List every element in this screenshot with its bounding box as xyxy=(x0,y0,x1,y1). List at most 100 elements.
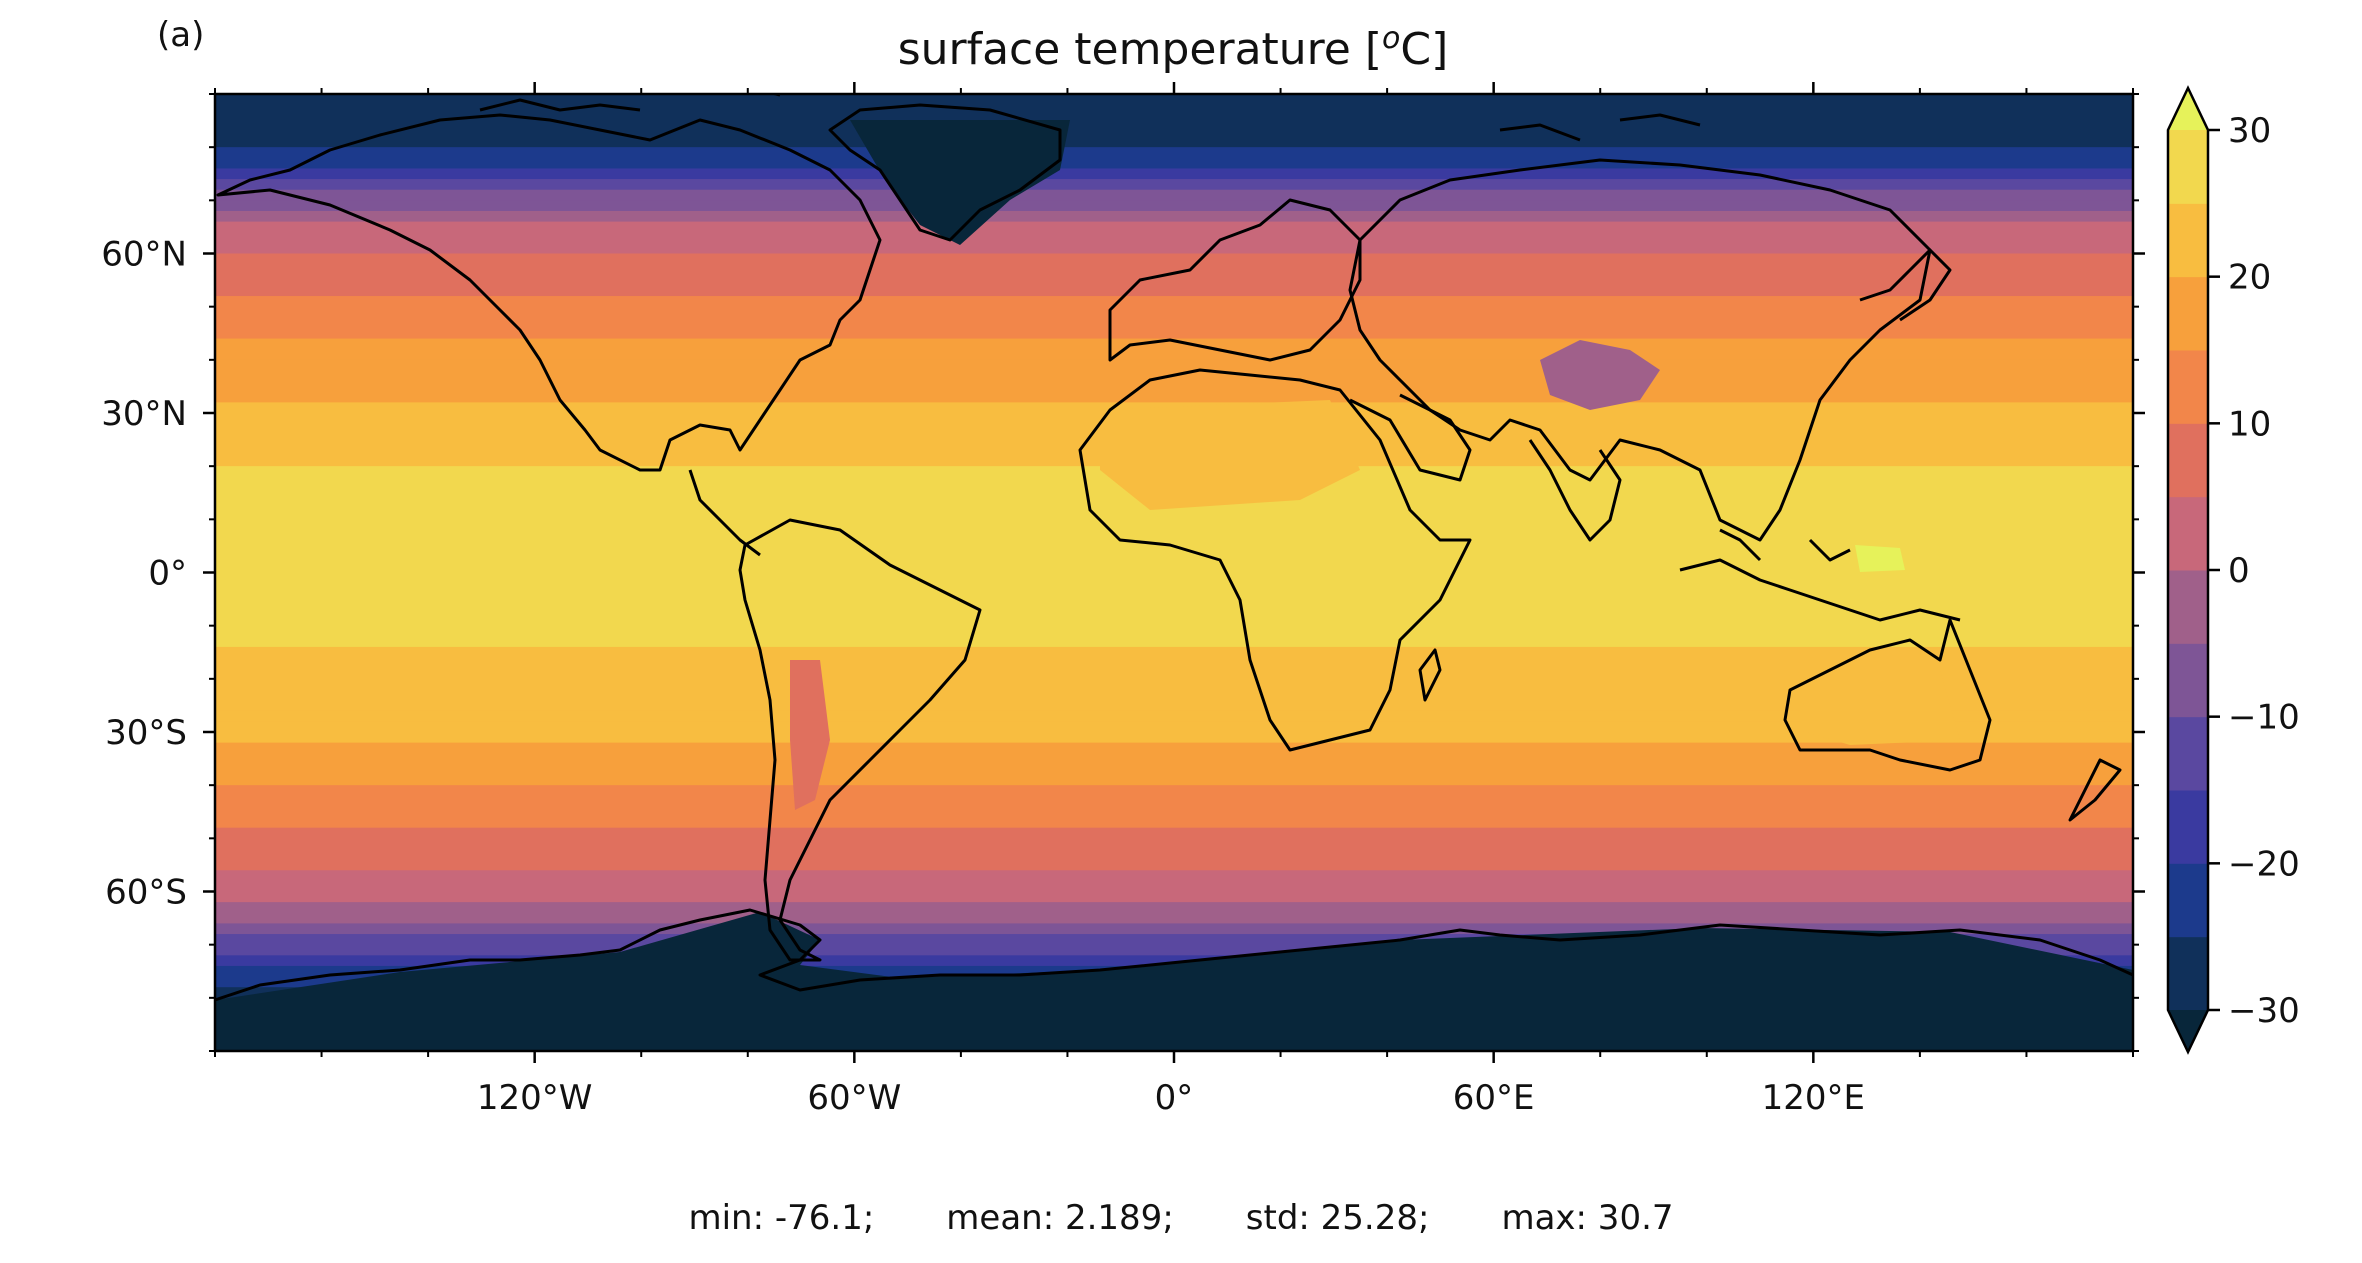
coast-north-america xyxy=(216,113,882,472)
x-tick-label: 60°W xyxy=(807,1078,901,1118)
temperature-band xyxy=(215,561,2133,574)
colorbar-tick-label: −30 xyxy=(2228,991,2300,1031)
stat-min: min: -76.1; xyxy=(688,1198,875,1238)
temperature-band xyxy=(215,147,2133,159)
temperature-band xyxy=(215,317,2133,329)
y-tick-label: 30°N xyxy=(101,394,187,434)
temperature-band xyxy=(215,508,2133,520)
temperature-band xyxy=(215,615,2133,627)
colorbar-extend-min xyxy=(2168,1010,2208,1052)
colorbar-segment xyxy=(2168,570,2208,644)
coast-europe xyxy=(1108,198,1362,362)
temperature-band xyxy=(215,944,2133,956)
temperature-band xyxy=(215,338,2133,350)
colorbar-segment xyxy=(2168,936,2208,1011)
map-title: surface temperature [oC] xyxy=(898,21,1449,75)
coast-africa xyxy=(1078,368,1472,752)
temperature-band xyxy=(215,817,2133,829)
temperature-band xyxy=(215,753,2133,765)
y-tick-label: 60°S xyxy=(105,873,187,913)
panel-label: (a) xyxy=(157,15,204,55)
x-tick-label: 60°E xyxy=(1453,1078,1535,1118)
region-greenland-ice-sheet xyxy=(850,120,1070,245)
colorbar-segment xyxy=(2168,203,2208,278)
temperature-band xyxy=(215,221,2133,233)
colorbar-tick-label: 10 xyxy=(2228,404,2271,444)
temperature-band xyxy=(215,519,2133,531)
coast-antarctica xyxy=(215,908,2133,1002)
temperature-band xyxy=(215,668,2133,680)
temperature-band xyxy=(215,710,2133,722)
temperature-band xyxy=(215,264,2133,276)
temperature-band xyxy=(215,700,2133,712)
temperature-band xyxy=(215,157,2133,170)
colorbar: 30 20 10 0 −10 −20 −30 xyxy=(2166,85,2300,1055)
temperature-band xyxy=(215,689,2133,701)
temperature-band xyxy=(215,859,2133,871)
temperature-band xyxy=(215,285,2133,297)
temperature-band xyxy=(215,551,2133,563)
temperature-band xyxy=(215,774,2133,786)
temperature-band xyxy=(215,838,2133,850)
colorbar-segment xyxy=(2168,276,2208,351)
colorbar-segment xyxy=(2168,350,2208,424)
temperature-band xyxy=(215,795,2133,808)
temperature-band xyxy=(215,168,2133,180)
temperature-band xyxy=(215,742,2133,754)
temperature-band xyxy=(215,636,2133,648)
x-tick-label: 0° xyxy=(1155,1078,1194,1118)
temperature-band xyxy=(215,912,2133,924)
y-tick-label: 0° xyxy=(148,554,187,594)
coast-south-america xyxy=(738,518,982,962)
temperature-band xyxy=(215,253,2133,265)
temperature-band xyxy=(215,200,2133,212)
temperature-band xyxy=(215,732,2133,744)
colorbar-tick-label: 30 xyxy=(2228,111,2271,151)
temperature-band xyxy=(215,721,2133,733)
coast-arctic-islands xyxy=(479,94,1701,142)
x-tick-label: 120°W xyxy=(477,1078,593,1118)
temperature-band xyxy=(215,115,2133,127)
colorbar-segment xyxy=(2168,496,2208,571)
y-tick-label: 30°S xyxy=(105,713,187,753)
region-australia-interior xyxy=(1800,670,1960,745)
statistics-line: min: -76.1; mean: 2.189; std: 25.28; max: 3… xyxy=(0,1198,2362,1238)
map-axes: 120°W 60°W 0° 60°E 120°E 60°N 30°N 0° 30°S 60°S xyxy=(101,82,2145,1118)
temperature-field xyxy=(215,94,2133,1051)
temperature-band xyxy=(215,359,2133,372)
temperature-band xyxy=(215,189,2133,201)
temperature-band xyxy=(215,274,2133,286)
temperature-band xyxy=(215,572,2133,584)
temperature-band xyxy=(215,848,2133,861)
stat-mean: mean: 2.189; xyxy=(946,1198,1174,1238)
coast-japan xyxy=(1859,248,1952,322)
temperature-band xyxy=(215,604,2133,616)
colorbar-segment xyxy=(2168,643,2208,718)
colorbar-segment xyxy=(2168,130,2208,204)
temperature-band xyxy=(215,678,2133,691)
region-andes xyxy=(790,660,830,810)
coast-maritime xyxy=(1679,528,1961,622)
y-tick-label: 60°N xyxy=(101,235,187,275)
colorbar-tick-label: −10 xyxy=(2228,698,2300,738)
temperature-band xyxy=(215,902,2133,914)
regional-anomalies xyxy=(215,120,2133,1051)
temperature-band xyxy=(215,179,2133,191)
region-tibetan-plateau xyxy=(1540,340,1660,410)
x-tick-label: 120°E xyxy=(1762,1078,1865,1118)
temperature-band xyxy=(215,934,2133,946)
temperature-band xyxy=(215,104,2133,116)
temperature-band xyxy=(215,136,2133,148)
stat-max: max: 30.7 xyxy=(1501,1198,1674,1238)
colorbar-tick-label: 20 xyxy=(2228,258,2271,298)
colorbar-segment xyxy=(2168,716,2208,791)
temperature-band xyxy=(215,625,2133,637)
temperature-band xyxy=(215,306,2133,318)
temperature-band xyxy=(215,827,2133,839)
temperature-band xyxy=(215,232,2133,244)
colorbar-segment xyxy=(2168,863,2208,938)
temperature-band xyxy=(215,657,2133,669)
temperature-band xyxy=(215,593,2133,605)
temperature-band xyxy=(215,349,2133,361)
coast-australia xyxy=(1783,618,1992,772)
